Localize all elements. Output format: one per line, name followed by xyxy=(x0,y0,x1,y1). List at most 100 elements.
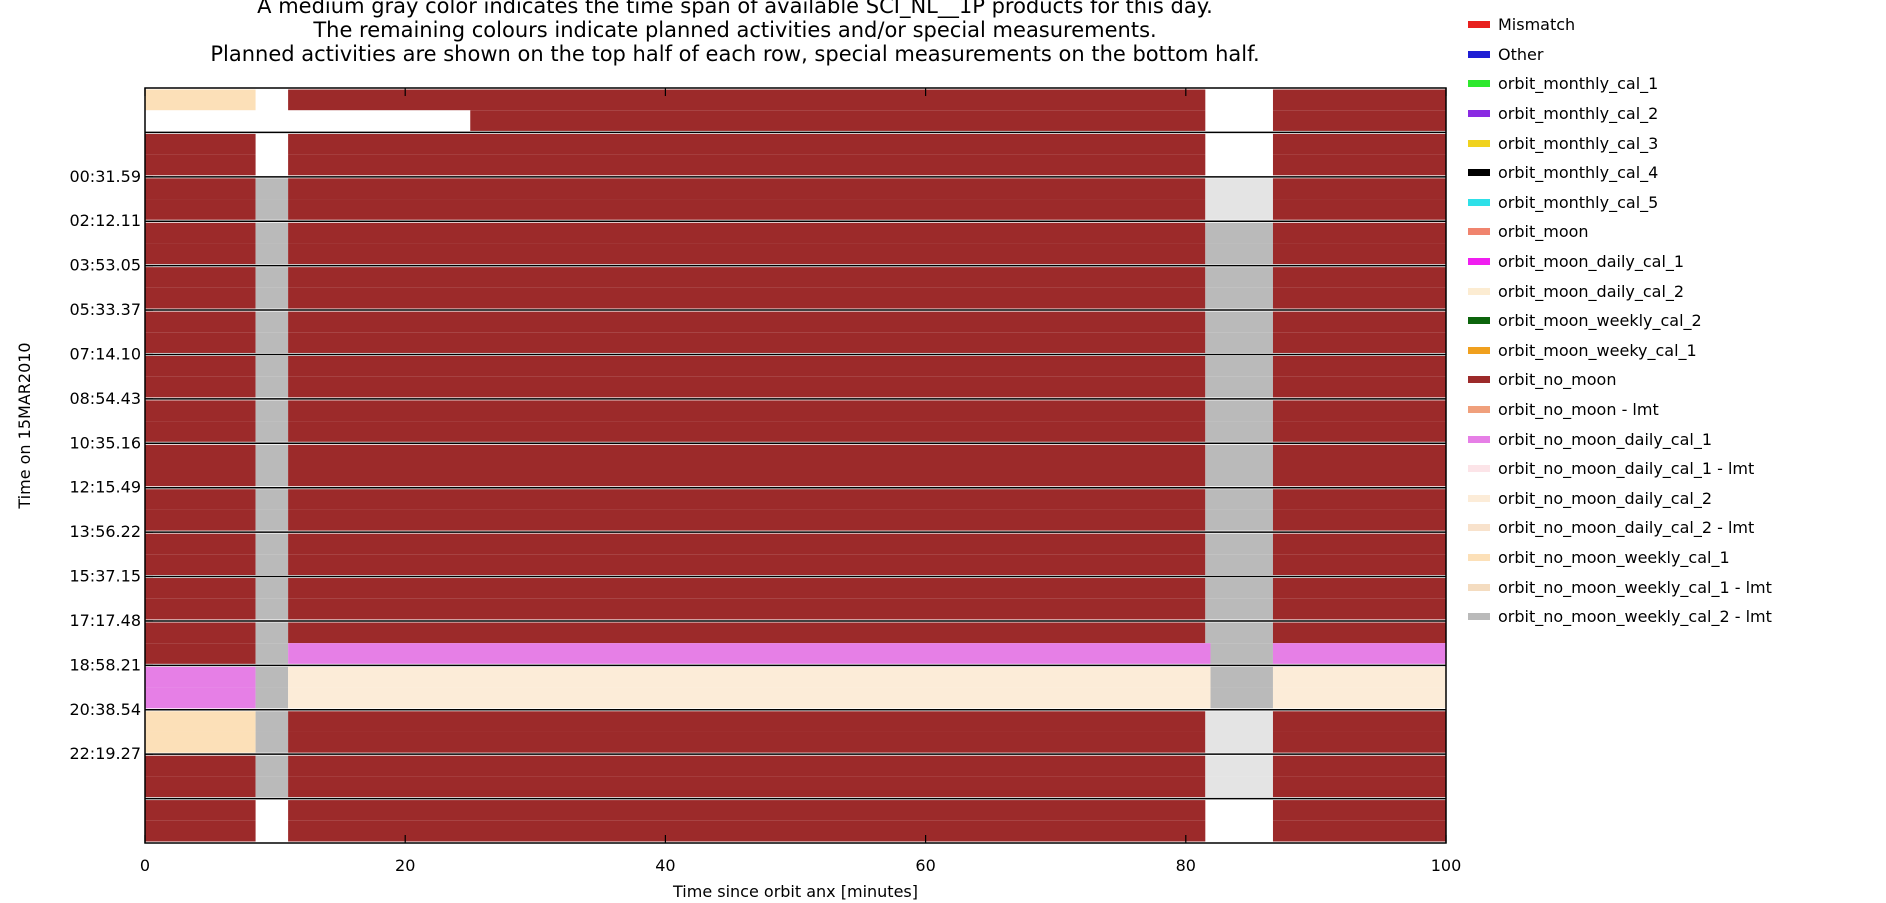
segment-no_moon-row14-top-2 xyxy=(288,711,1206,732)
segment-no_moon-row0-top-2 xyxy=(1272,89,1446,111)
y-tick-label: 12:15.49 xyxy=(69,478,141,497)
legend-swatch xyxy=(1468,465,1490,473)
segment-no_moon-row6-top-0 xyxy=(145,355,256,377)
legend-swatch xyxy=(1468,198,1490,206)
segment-no_moon-row6-top-4 xyxy=(1272,355,1446,377)
segment-no_moon-row3-bottom-2 xyxy=(288,243,1206,265)
segment-gray-row15-top-1 xyxy=(255,755,289,777)
y-tick-label: 13:56.22 xyxy=(69,522,141,541)
segment-no_moon-row12-bottom-0 xyxy=(145,643,256,664)
segment-gray-row5-bottom-3 xyxy=(1205,332,1273,353)
segment-gray-row13-bottom-1 xyxy=(255,687,289,709)
segment-no_moon-row2-bottom-0 xyxy=(145,199,256,220)
segment-no_moon-row16-bottom-1 xyxy=(288,820,1206,842)
legend-label: orbit_no_moon_weekly_cal_2 - lmt xyxy=(1498,607,1772,627)
segment-no_moon-row11-top-0 xyxy=(145,578,256,599)
legend-swatch xyxy=(1468,346,1490,354)
segment-gray-row2-bottom-1 xyxy=(255,199,289,220)
segment-no_moon-row11-bottom-0 xyxy=(145,598,256,620)
segment-no_moon-row3-bottom-4 xyxy=(1272,243,1446,265)
segment-no_moon-row10-bottom-0 xyxy=(145,554,256,576)
legend-swatch xyxy=(1468,110,1490,118)
segment-no_moon-row5-bottom-2 xyxy=(288,332,1206,353)
segment-no_moon-row7-top-0 xyxy=(145,400,256,422)
segment-no_moon-row5-top-2 xyxy=(288,311,1206,333)
legend-swatch xyxy=(1468,21,1490,29)
segment-no_moon-row6-bottom-0 xyxy=(145,376,256,398)
segment-weekly_cal_1-row14-top-0 xyxy=(145,711,256,732)
legend-item: orbit_moon xyxy=(1468,217,1878,247)
segment-no_moon-row7-top-2 xyxy=(288,400,1206,422)
segment-no_moon-row10-top-2 xyxy=(288,533,1206,555)
segment-no_moon-row4-bottom-4 xyxy=(1272,287,1446,309)
segment-light_gray-row15-top-3 xyxy=(1205,755,1273,777)
segment-gray-row12-top-1 xyxy=(255,622,289,644)
x-tick-label: 80 xyxy=(1176,856,1196,875)
segment-gray-row12-bottom-3 xyxy=(1210,643,1273,664)
segment-no_moon-row15-top-0 xyxy=(145,755,256,777)
segment-no_moon-row7-top-4 xyxy=(1272,400,1446,422)
segment-no_moon-row1-top-0 xyxy=(145,133,256,155)
legend-item: orbit_moon_weekly_cal_2 xyxy=(1468,306,1878,336)
legend-label: orbit_no_moon_daily_cal_2 xyxy=(1498,488,1713,508)
segment-no_moon-row2-bottom-4 xyxy=(1272,199,1446,220)
segment-no_moon-row4-top-4 xyxy=(1272,267,1446,288)
segment-no_moon-row2-bottom-2 xyxy=(288,199,1206,220)
legend-swatch xyxy=(1468,50,1490,58)
legend-label: orbit_monthly_cal_4 xyxy=(1498,163,1659,183)
legend-label: orbit_moon_weekly_cal_2 xyxy=(1498,311,1702,331)
segment-no_moon-row3-top-0 xyxy=(145,222,256,244)
segment-daily_cal_1-row13-top-0 xyxy=(145,666,256,688)
segment-gray-row7-top-1 xyxy=(255,400,289,422)
segment-gray-row4-bottom-1 xyxy=(255,287,289,309)
segment-no_moon-row10-top-4 xyxy=(1272,533,1446,555)
segment-no_moon-row15-bottom-2 xyxy=(288,776,1206,798)
legend-item: orbit_moon_daily_cal_1 xyxy=(1468,247,1878,277)
segment-no_moon-row14-top-4 xyxy=(1272,711,1446,732)
legend-item: orbit_no_moon_weekly_cal_1 - lmt xyxy=(1468,572,1878,602)
segment-gray-row3-top-3 xyxy=(1205,222,1273,244)
segment-no_moon-row3-bottom-0 xyxy=(145,243,256,265)
legend-swatch xyxy=(1468,287,1490,295)
segment-light_gray-row2-top-3 xyxy=(1205,178,1273,200)
legend-swatch xyxy=(1468,583,1490,591)
segment-no_moon-row16-bottom-2 xyxy=(1272,820,1446,842)
legend-swatch xyxy=(1468,494,1490,502)
segment-no_moon-row9-top-4 xyxy=(1272,489,1446,510)
segment-no_moon-row8-bottom-2 xyxy=(288,465,1206,487)
segment-no_moon-row10-top-0 xyxy=(145,533,256,555)
segment-no_moon-row10-bottom-2 xyxy=(288,554,1206,576)
segment-gray-row11-top-1 xyxy=(255,578,289,599)
legend-item: orbit_monthly_cal_4 xyxy=(1468,158,1878,188)
legend-item: orbit_moon_weeky_cal_1 xyxy=(1468,336,1878,366)
segment-gray-row9-top-3 xyxy=(1205,489,1273,510)
segment-no_moon-row1-top-2 xyxy=(1272,133,1446,155)
segment-no_moon-row8-bottom-0 xyxy=(145,465,256,487)
legend-label: orbit_moon_weeky_cal_1 xyxy=(1498,340,1697,360)
x-tick-label: 40 xyxy=(655,856,675,875)
segment-no_moon-row5-bottom-4 xyxy=(1272,332,1446,353)
x-axis-title: Time since orbit anx [minutes] xyxy=(672,882,918,901)
segment-no_moon-row6-top-2 xyxy=(288,355,1206,377)
legend-swatch xyxy=(1468,80,1490,88)
segment-gray-row4-top-3 xyxy=(1205,267,1273,288)
segment-no_moon-row5-top-0 xyxy=(145,311,256,333)
segment-no_moon-row4-top-0 xyxy=(145,267,256,288)
legend-swatch xyxy=(1468,524,1490,532)
segment-gray-row13-top-3 xyxy=(1210,666,1273,688)
segment-gray-row11-bottom-1 xyxy=(255,598,289,620)
segment-gray-row15-bottom-1 xyxy=(255,776,289,798)
segment-gray-row10-top-3 xyxy=(1205,533,1273,555)
x-tick-label: 20 xyxy=(395,856,415,875)
legend-item: orbit_no_moon_daily_cal_1 - lmt xyxy=(1468,454,1878,484)
segment-gray-row7-top-3 xyxy=(1205,400,1273,422)
segment-gray-row8-top-1 xyxy=(255,444,289,466)
legend-label: orbit_no_moon_daily_cal_1 - lmt xyxy=(1498,459,1755,479)
segment-no_moon-row9-bottom-2 xyxy=(288,509,1206,531)
segment-gray-row11-bottom-3 xyxy=(1205,598,1273,620)
segment-gray-row5-bottom-1 xyxy=(255,332,289,353)
y-tick-label: 10:35.16 xyxy=(69,433,141,452)
legend-item: orbit_moon_daily_cal_2 xyxy=(1468,276,1878,306)
segment-gray-row9-bottom-1 xyxy=(255,509,289,531)
legend-item: orbit_monthly_cal_5 xyxy=(1468,188,1878,218)
